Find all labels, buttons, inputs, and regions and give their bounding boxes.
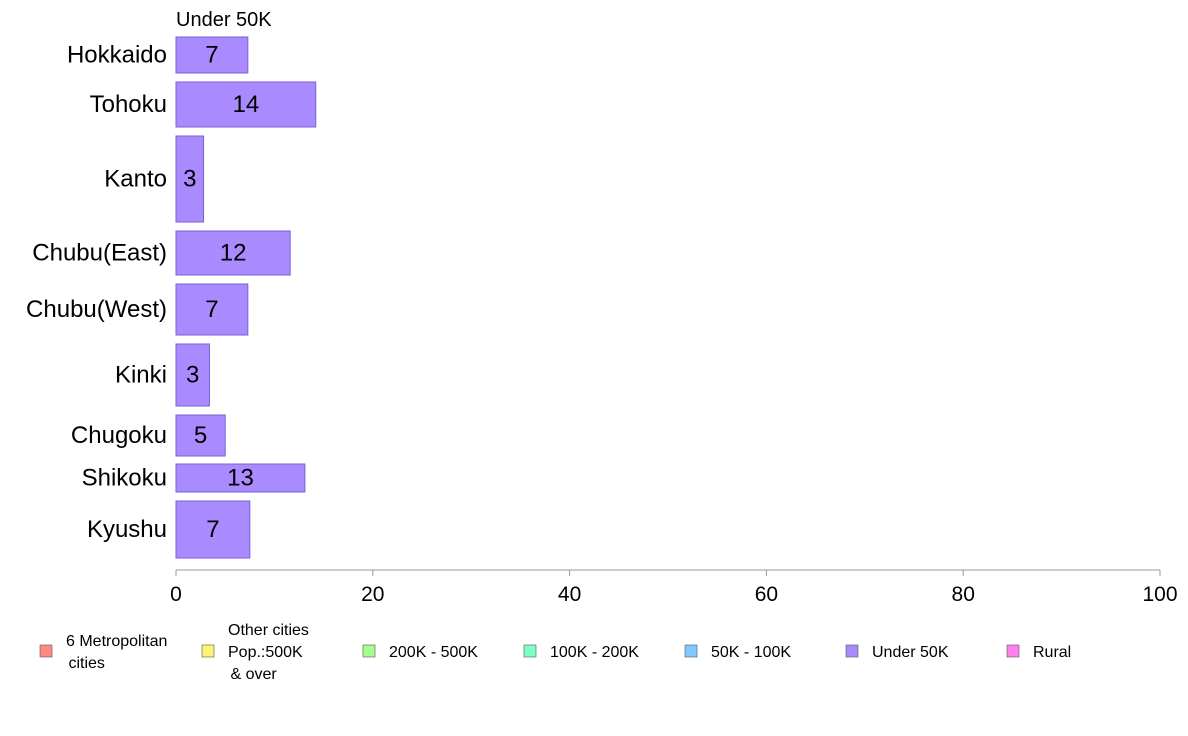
legend-swatch — [845, 644, 859, 658]
x-tick-label: 20 — [361, 583, 384, 606]
x-tick-label: 100 — [1142, 583, 1177, 606]
legend-swatch — [362, 644, 376, 658]
bar-value-label: 13 — [227, 465, 254, 492]
category-label: Shikoku — [82, 465, 167, 492]
legend-label: 100K - 200K — [550, 644, 639, 661]
legend-swatch — [201, 644, 215, 658]
category-label: Chubu(West) — [26, 296, 167, 323]
bar-value-label: 7 — [205, 42, 218, 69]
bar-value-label: 5 — [194, 422, 207, 449]
x-tick-label: 80 — [952, 583, 975, 606]
x-axis: 0 20 40 60 80 100 — [170, 569, 1178, 606]
bar-value-label: 3 — [183, 166, 196, 193]
legend-swatch — [39, 644, 53, 658]
bar-value-label: 14 — [233, 91, 260, 118]
x-tick-label: 60 — [755, 583, 778, 606]
legend: 6 Metropolitan cities Other cities Pop.:50… — [39, 622, 1071, 683]
bar-value-label: 7 — [205, 296, 218, 323]
legend-swatch — [684, 644, 698, 658]
legend-swatch — [523, 644, 537, 658]
x-tick-label: 40 — [558, 583, 581, 606]
legend-label: Under 50K — [872, 644, 949, 661]
bars: Hokkaido 7 Tohoku 14 Kanto 3 Chubu(East) 12 Chub… — [26, 36, 317, 559]
legend-label: Rural — [1033, 644, 1071, 661]
bar-kanto — [175, 135, 205, 223]
category-label: Kinki — [115, 362, 167, 389]
bar-hokkaido — [175, 36, 249, 74]
category-label: Hokkaido — [67, 42, 167, 69]
legend-label: 6 Metropolitan cities — [64, 633, 167, 672]
x-tick-label: 0 — [170, 583, 182, 606]
bar-value-label: 7 — [206, 516, 219, 543]
legend-label: 50K - 100K — [711, 644, 791, 661]
panel-title: Under 50K — [176, 9, 272, 31]
bar-chubu-west — [175, 283, 249, 336]
bar-value-label: 3 — [186, 362, 199, 389]
category-label: Kyushu — [87, 516, 167, 543]
category-label: Chubu(East) — [32, 240, 167, 267]
legend-label: 200K - 500K — [389, 644, 478, 661]
bar-chugoku — [175, 414, 226, 457]
legend-swatch — [1006, 644, 1020, 658]
category-label: Kanto — [104, 166, 167, 193]
bar-kyushu — [175, 500, 251, 559]
category-label: Chugoku — [71, 422, 167, 449]
category-label: Tohoku — [90, 91, 167, 118]
bar-shikoku — [175, 463, 306, 493]
bar-tohoku — [175, 81, 317, 128]
bar-kinki — [175, 343, 210, 407]
bar-chubu-east — [175, 230, 291, 276]
bar-value-label: 12 — [220, 240, 247, 267]
legend-label: Other cities Pop.:500K & over — [226, 622, 309, 683]
